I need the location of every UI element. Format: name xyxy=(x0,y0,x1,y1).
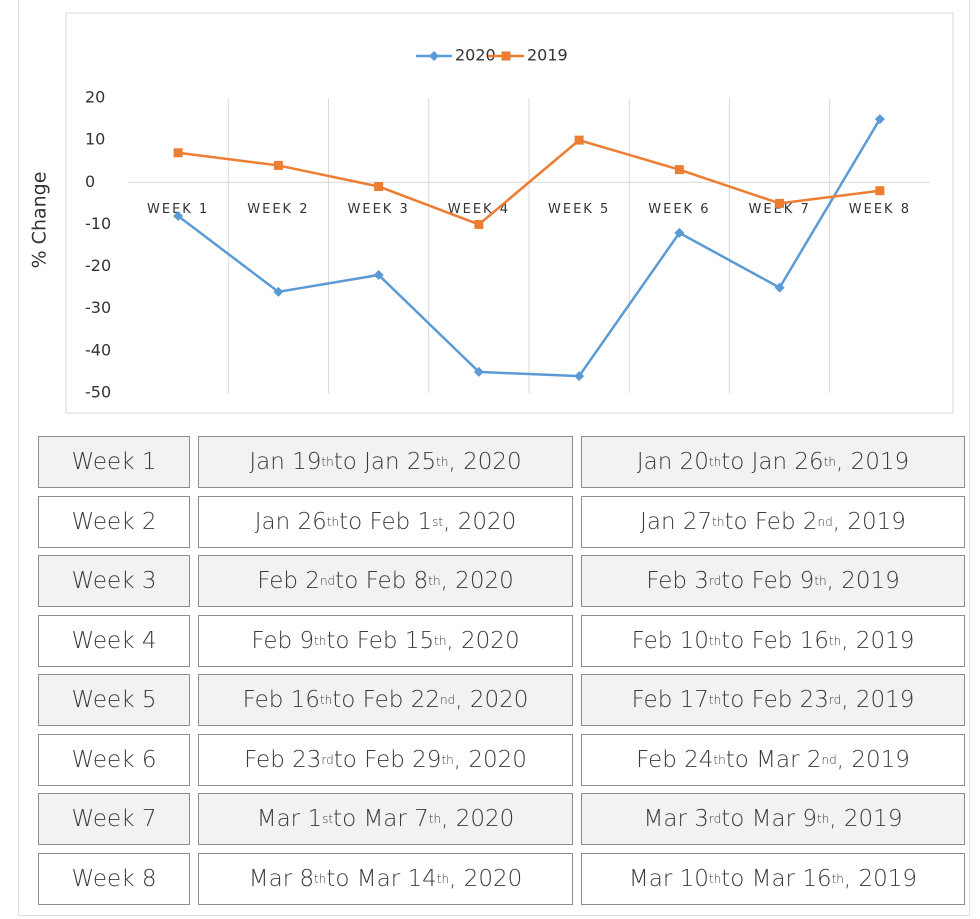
point xyxy=(501,51,511,61)
x-tick-label: WEEK 5 xyxy=(548,202,610,217)
page-frame xyxy=(18,0,970,916)
x-tick-label: WEEK 3 xyxy=(348,202,410,217)
chart: % Change -50 -40 -30 -20 -10 0 10 20 WEEK 1 WEEK … xyxy=(29,12,954,414)
point xyxy=(775,198,785,208)
y-tick-label: 20 xyxy=(85,88,105,107)
point xyxy=(874,114,885,125)
y-tick-label: 10 xyxy=(85,130,105,149)
series-line xyxy=(177,118,881,378)
legend-label: 2020 xyxy=(455,46,496,65)
x-tick-label: WEEK 6 xyxy=(648,202,710,217)
point xyxy=(473,366,484,377)
point xyxy=(374,182,384,191)
table-cell: Week 8 xyxy=(38,852,190,905)
x-tick-label: WEEK 4 xyxy=(448,202,510,217)
y-tick-label: -20 xyxy=(85,256,111,275)
chart-area xyxy=(65,12,954,414)
point xyxy=(273,286,284,297)
table-cell: Week 4 xyxy=(38,614,190,667)
x-tick-label: WEEK 7 xyxy=(749,202,811,217)
point xyxy=(173,148,183,158)
y-axis-label: % Change xyxy=(29,172,51,269)
series-line xyxy=(177,138,881,226)
x-tick-label: WEEK 2 xyxy=(247,202,309,217)
y-tick-label: -50 xyxy=(85,383,111,402)
point xyxy=(674,227,685,238)
point xyxy=(875,186,885,196)
table-cell: Week 5 xyxy=(38,674,190,726)
x-tick-label: WEEK 8 xyxy=(849,202,911,217)
table-cell: Week 1 xyxy=(38,436,190,488)
point xyxy=(273,160,283,170)
y-tick-label: -30 xyxy=(85,298,111,317)
point xyxy=(373,270,384,280)
y-tick-label: -10 xyxy=(85,214,111,233)
table-cell: Week 6 xyxy=(38,733,190,786)
point xyxy=(474,219,484,229)
y-tick-label: 0 xyxy=(85,172,95,191)
table-cell: Week 3 xyxy=(38,555,190,607)
x-tick-label: WEEK 1 xyxy=(147,202,209,217)
point xyxy=(574,371,585,382)
point xyxy=(674,165,684,175)
point xyxy=(774,282,785,293)
table-cell: Week 7 xyxy=(38,793,190,845)
legend-label: 2019 xyxy=(527,46,568,65)
y-tick-label: -40 xyxy=(85,340,111,359)
point xyxy=(574,135,584,145)
table-cell: Week 2 xyxy=(38,495,190,548)
point xyxy=(429,51,439,61)
point xyxy=(173,211,184,221)
